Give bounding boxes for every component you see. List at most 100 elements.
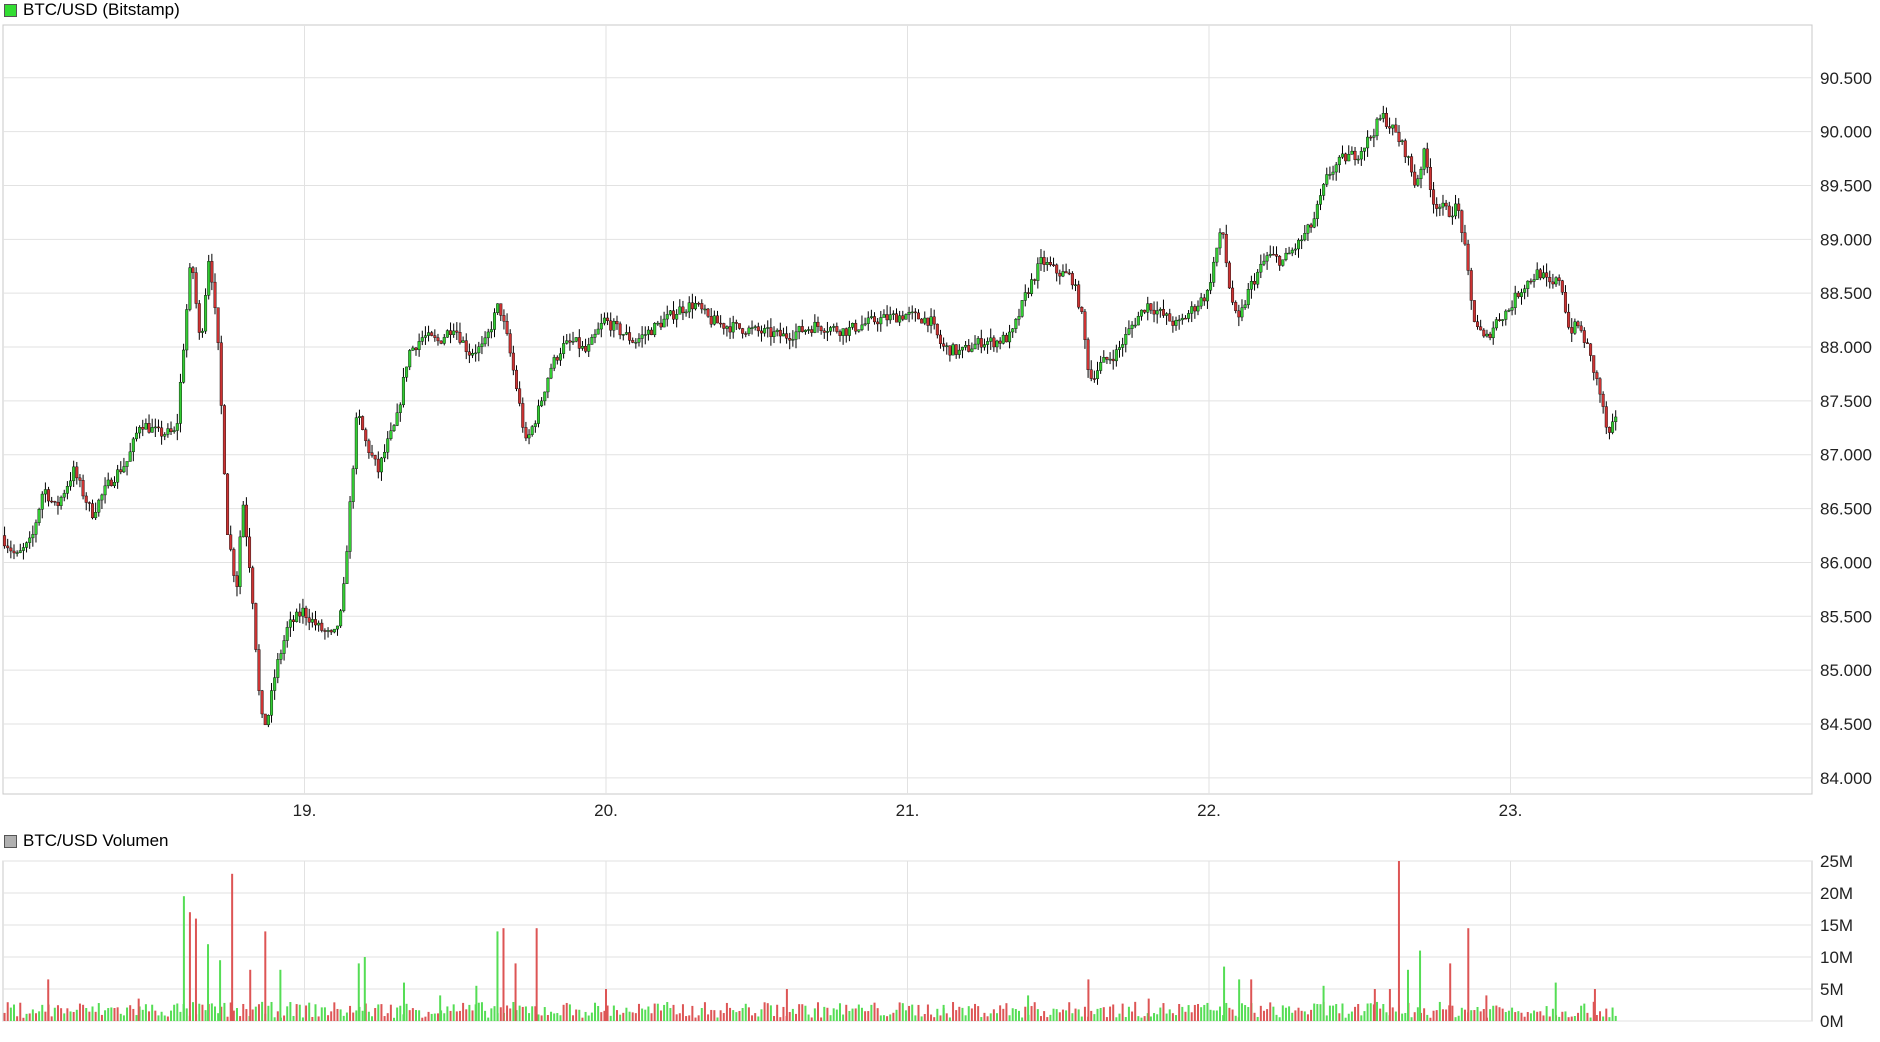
candle-body bbox=[1174, 320, 1178, 326]
volume-axes: 0M 5M 10M 15M 20M 25M bbox=[1820, 852, 1853, 1031]
volume-y-tick-label: 15M bbox=[1820, 916, 1853, 935]
volume-bar bbox=[251, 1009, 254, 1021]
volume-bar bbox=[829, 1015, 832, 1021]
volume-bar bbox=[345, 1012, 348, 1021]
volume-bar bbox=[741, 1008, 744, 1021]
volume-bar bbox=[157, 1015, 160, 1021]
volume-bar bbox=[34, 1013, 37, 1021]
candle-body bbox=[1070, 273, 1074, 286]
candle-body bbox=[25, 542, 29, 548]
volume-bar bbox=[352, 1012, 355, 1021]
candle-body bbox=[508, 333, 512, 354]
volume-bar bbox=[261, 1001, 264, 1021]
volume-bar bbox=[1589, 1017, 1592, 1021]
candle-body bbox=[907, 312, 911, 315]
candle-body bbox=[386, 438, 390, 453]
candle-body bbox=[37, 509, 41, 523]
volume-bar bbox=[270, 1001, 273, 1021]
volume-bar bbox=[477, 1002, 480, 1021]
candle-body bbox=[618, 323, 622, 336]
candle-body bbox=[574, 337, 578, 342]
candle-body bbox=[1488, 333, 1492, 339]
volume-bar bbox=[267, 1005, 270, 1021]
volume-bar bbox=[1341, 1003, 1344, 1021]
volume-bar bbox=[1165, 1013, 1168, 1021]
volume-bar bbox=[226, 1016, 229, 1021]
candle-body bbox=[536, 405, 540, 424]
volume-bar bbox=[807, 1014, 810, 1021]
volume-bar bbox=[757, 1016, 760, 1021]
volume-bar bbox=[1093, 1014, 1096, 1021]
candle-body bbox=[1541, 272, 1545, 279]
volume-bar bbox=[1052, 1008, 1055, 1021]
candle-body bbox=[954, 344, 958, 355]
volume-bar bbox=[1366, 1003, 1369, 1021]
candle-body bbox=[1604, 406, 1608, 428]
candle-body bbox=[1102, 357, 1106, 363]
volume-bar bbox=[600, 1012, 603, 1021]
candle-body bbox=[1008, 331, 1012, 343]
volume-bar bbox=[1121, 1003, 1124, 1021]
candle-body bbox=[1111, 358, 1115, 362]
price-x-tick-label: 23. bbox=[1499, 801, 1523, 820]
candle-body bbox=[1212, 261, 1216, 283]
candle-body bbox=[100, 494, 104, 501]
volume-bar bbox=[1134, 1001, 1137, 1021]
volume-bar bbox=[179, 1011, 182, 1021]
candle-body bbox=[775, 329, 779, 332]
volume-bar bbox=[735, 1012, 738, 1021]
volume-bar bbox=[672, 1004, 675, 1021]
volume-bar bbox=[1586, 1012, 1589, 1021]
candle-body bbox=[320, 622, 324, 631]
volume-bar bbox=[1055, 1009, 1058, 1021]
volume-spike-bar bbox=[188, 912, 191, 1021]
candle-body bbox=[876, 321, 880, 325]
volume-bar bbox=[553, 1013, 556, 1021]
candle-body bbox=[464, 340, 468, 353]
volume-spike-bar bbox=[1419, 950, 1422, 1021]
candle-body bbox=[56, 501, 60, 506]
volume-bar bbox=[920, 1016, 923, 1021]
volume-bar bbox=[813, 1008, 816, 1021]
candle-body bbox=[1249, 281, 1253, 290]
candle-body bbox=[873, 316, 877, 323]
volume-bar bbox=[1115, 1017, 1118, 1021]
volume-bar bbox=[1043, 1011, 1046, 1021]
candle-body bbox=[1394, 124, 1398, 133]
volume-bar bbox=[776, 1004, 779, 1021]
volume-spike-bar bbox=[514, 963, 517, 1021]
candle-body bbox=[1513, 292, 1517, 308]
volume-bar bbox=[634, 1013, 637, 1021]
volume-bar bbox=[521, 1006, 524, 1021]
volume-bar bbox=[540, 1015, 543, 1021]
candle-body bbox=[895, 313, 899, 323]
candle-body bbox=[3, 535, 7, 547]
volume-y-tick-label: 0M bbox=[1820, 1012, 1844, 1031]
volume-bar bbox=[974, 1003, 977, 1021]
candle-body bbox=[1585, 342, 1589, 345]
volume-bar bbox=[842, 1014, 845, 1021]
candle-body bbox=[1221, 232, 1225, 235]
candle-body bbox=[1243, 304, 1247, 309]
volume-bar bbox=[1354, 1006, 1357, 1021]
volume-bar bbox=[798, 1004, 801, 1021]
candle-body bbox=[540, 400, 544, 407]
volume-bar bbox=[405, 1003, 408, 1021]
candle-body bbox=[1463, 232, 1467, 245]
candle-body bbox=[1240, 307, 1244, 318]
price-y-tick-label: 86.000 bbox=[1820, 553, 1872, 572]
candle-body bbox=[700, 303, 704, 310]
candle-body bbox=[1231, 287, 1235, 303]
volume-bar bbox=[336, 1008, 339, 1021]
volume-bar bbox=[396, 1007, 399, 1021]
candle-body bbox=[329, 630, 333, 633]
candle-body bbox=[863, 323, 867, 326]
candle-body bbox=[678, 306, 682, 315]
candle-body bbox=[204, 295, 208, 332]
candle-body bbox=[194, 272, 198, 304]
volume-bar bbox=[565, 1002, 568, 1021]
candle-body bbox=[1494, 319, 1498, 329]
volume-spike-bar bbox=[605, 989, 607, 1021]
candle-body bbox=[690, 302, 694, 310]
volume-bar bbox=[1332, 1005, 1335, 1021]
